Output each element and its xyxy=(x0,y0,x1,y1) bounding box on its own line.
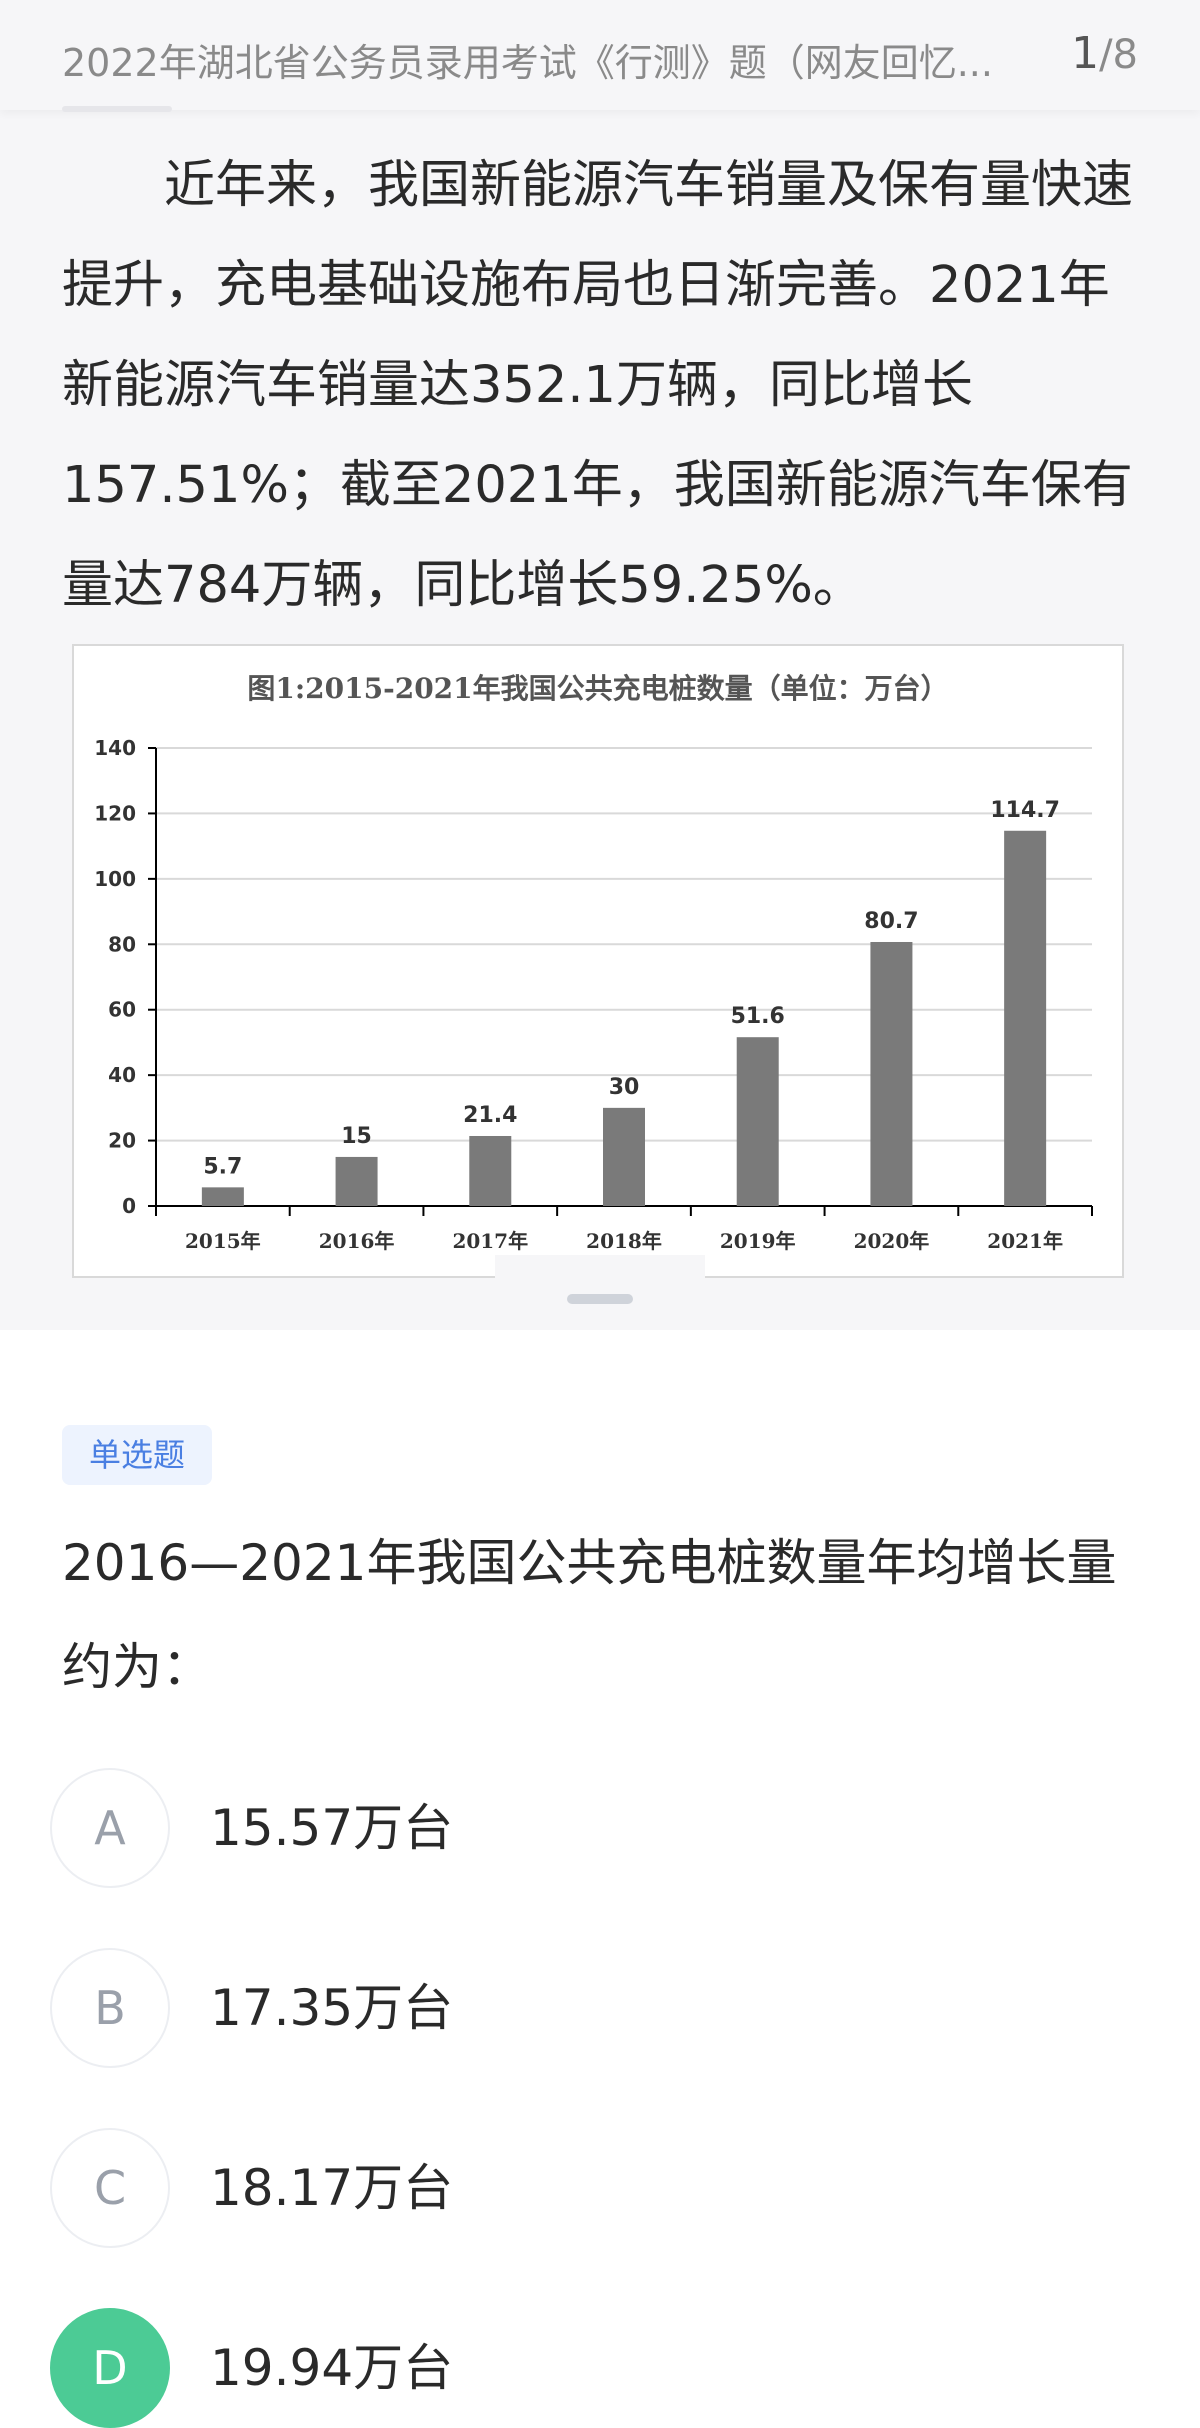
option-text: 19.94万台 xyxy=(210,2339,454,2397)
y-tick-label: 0 xyxy=(122,1194,136,1218)
y-tick-label: 140 xyxy=(94,736,136,760)
document-title: 2022年湖北省公务员录用考试《行测》题（网友回忆... xyxy=(62,41,993,85)
data-label: 5.7 xyxy=(203,1154,242,1179)
x-tick-label: 2017年 xyxy=(452,1229,528,1253)
content-area: 2022年湖北省公务员录用考试《行测》题（网友回忆... 1/8 近年来，我国新… xyxy=(0,0,1200,1278)
bar xyxy=(201,1187,244,1206)
data-label: 51.6 xyxy=(731,1004,785,1029)
option-c[interactable]: C 18.17万台 xyxy=(50,2128,1150,2248)
y-tick-label: 20 xyxy=(108,1129,136,1153)
page-current: 1 xyxy=(1071,28,1100,79)
option-letter: B xyxy=(50,1948,170,2068)
tab-indicator xyxy=(62,106,172,112)
page-indicator: 1/8 xyxy=(1071,28,1138,79)
page-total: /8 xyxy=(1099,32,1138,78)
chart-figure: 图1:2015-2021年我国公共充电桩数量（单位：万台） 0 20 40 60 80 10… xyxy=(72,644,1124,1278)
x-tick-label: 2016年 xyxy=(319,1229,395,1253)
option-letter: D xyxy=(50,2308,170,2428)
chart-title: 图1:2015-2021年我国公共充电桩数量（单位：万台） xyxy=(247,672,948,705)
y-tick-label: 120 xyxy=(94,801,136,825)
option-letter: C xyxy=(50,2128,170,2248)
x-tick-label: 2020年 xyxy=(854,1229,930,1253)
x-tick-label: 2019年 xyxy=(720,1229,796,1253)
bar xyxy=(469,1135,512,1206)
x-tick-label: 2021年 xyxy=(987,1229,1063,1253)
data-label: 114.7 xyxy=(990,798,1060,823)
data-label: 15 xyxy=(341,1124,372,1149)
y-tick-label: 80 xyxy=(108,932,136,956)
y-tick-label: 100 xyxy=(94,867,136,891)
option-letter: A xyxy=(50,1768,170,1888)
bar xyxy=(736,1037,779,1206)
x-tick-label: 2015年 xyxy=(185,1229,261,1253)
bar xyxy=(870,941,913,1206)
bar xyxy=(603,1107,645,1206)
question-text: 2016—2021年我国公共充电桩数量年均增长量约为： xyxy=(62,1534,1117,1696)
option-a[interactable]: A 15.57万台 xyxy=(50,1768,1150,1888)
data-label: 30 xyxy=(609,1075,640,1100)
bar-chart: 图1:2015-2021年我国公共充电桩数量（单位：万台） 0 20 40 60 80 10… xyxy=(94,672,1093,1253)
option-text: 17.35万台 xyxy=(210,1979,454,2037)
option-text: 18.17万台 xyxy=(210,2159,454,2217)
bar xyxy=(1004,830,1047,1206)
data-label: 80.7 xyxy=(864,909,918,934)
header-bar: 2022年湖北省公务员录用考试《行测》题（网友回忆... 1/8 xyxy=(0,0,1200,110)
drag-handle[interactable] xyxy=(567,1294,633,1304)
question-sheet xyxy=(0,1330,1200,2421)
option-text: 15.57万台 xyxy=(210,1799,454,1857)
option-b[interactable]: B 17.35万台 xyxy=(50,1948,1150,2068)
option-d[interactable]: D 19.94万台 xyxy=(50,2308,1150,2428)
y-tick-label: 60 xyxy=(108,998,136,1022)
y-tick-label: 40 xyxy=(108,1063,136,1087)
bar xyxy=(335,1156,378,1206)
question-type-badge: 单选题 xyxy=(62,1425,212,1485)
passage-text: 近年来，我国新能源汽车销量及保有量快速提升，充电基础设施布局也日渐完善。2021… xyxy=(62,156,1134,615)
x-tick-label: 2018年 xyxy=(586,1229,662,1253)
data-label: 21.4 xyxy=(463,1103,517,1128)
